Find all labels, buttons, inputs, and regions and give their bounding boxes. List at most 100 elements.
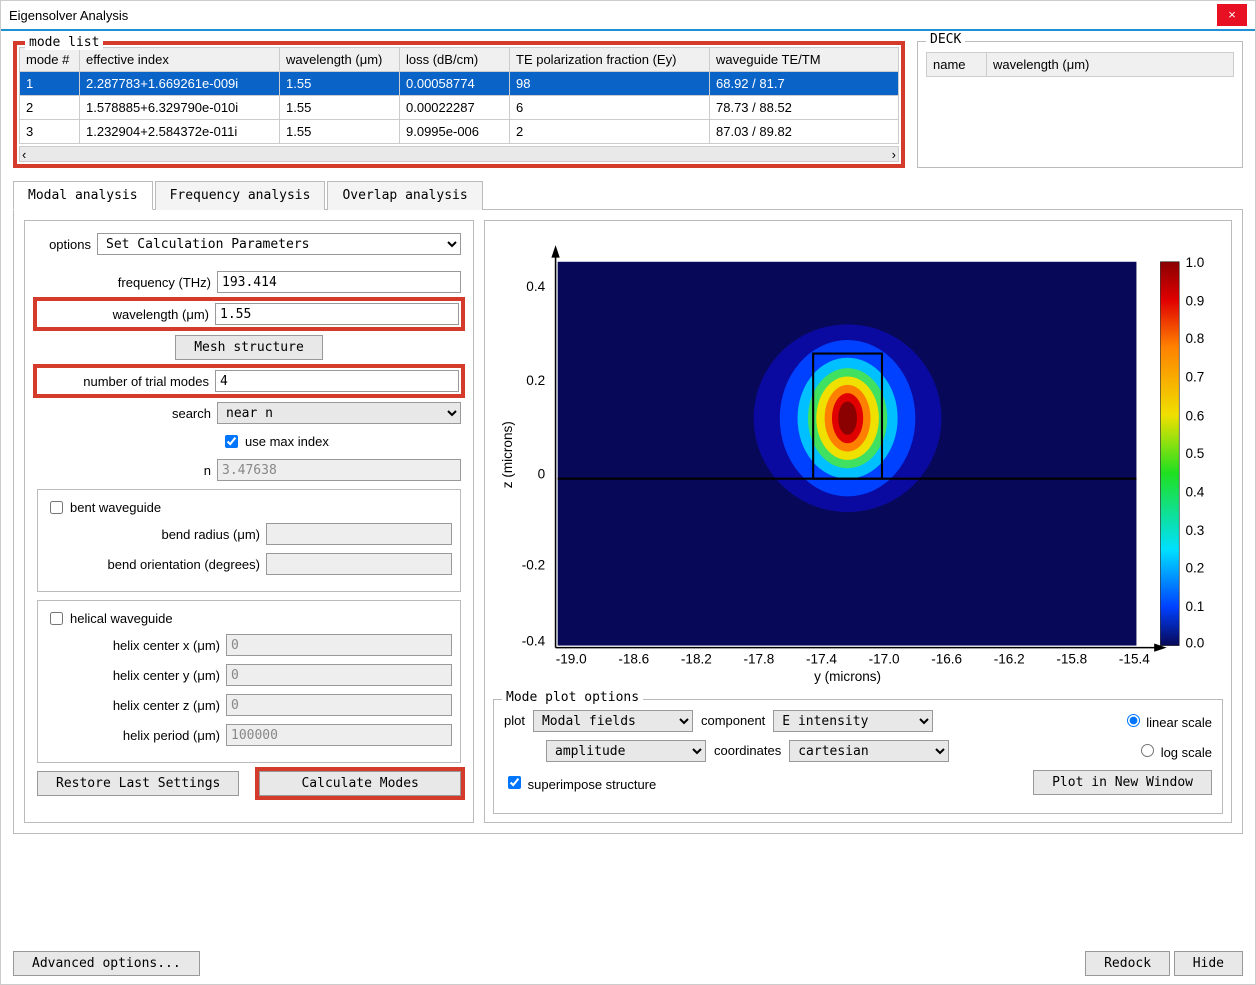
svg-text:-16.6: -16.6	[931, 651, 962, 666]
table-row[interactable]: 2 1.578885+6.329790e-010i 1.55 0.0002228…	[20, 96, 899, 120]
coordinates-label: coordinates	[714, 743, 781, 758]
n-value	[217, 459, 461, 481]
plot-panel: 0.4 0.2 0 -0.2 -0.4 -19.0 -18.6 -18.2 -1…	[484, 220, 1232, 823]
svg-text:-19.0: -19.0	[556, 651, 587, 666]
titlebar: Eigensolver Analysis ×	[1, 1, 1255, 31]
log-scale-radio[interactable]: log scale	[1136, 745, 1212, 760]
svg-text:-17.0: -17.0	[869, 651, 900, 666]
hcz-input	[226, 694, 452, 716]
wavelength-input[interactable]	[215, 303, 459, 325]
svg-text:-15.4: -15.4	[1119, 651, 1150, 666]
svg-text:-17.8: -17.8	[743, 651, 774, 666]
plot-label: plot	[504, 713, 525, 728]
bent-waveguide-label: bent waveguide	[70, 500, 161, 515]
xlabel: y (microns)	[814, 669, 881, 684]
svg-text:0.5: 0.5	[1185, 446, 1204, 461]
hcy-label: helix center y (μm)	[46, 668, 226, 683]
search-label: search	[37, 406, 217, 421]
amplitude-select[interactable]: amplitude	[546, 740, 706, 762]
svg-text:-0.4: -0.4	[522, 634, 546, 649]
window-title: Eigensolver Analysis	[9, 8, 1217, 23]
tab-overlap[interactable]: Overlap analysis	[327, 181, 482, 210]
mode-list-table[interactable]: mode # effective index wavelength (μm) l…	[19, 47, 899, 144]
col-mode[interactable]: mode #	[20, 48, 80, 72]
search-select[interactable]: near n	[217, 402, 461, 424]
mode-plot-options: Mode plot options plot Modal fields comp…	[493, 699, 1223, 814]
content-area: mode list mode # effective index wavelen…	[1, 31, 1255, 844]
h-scrollbar[interactable]: ‹›	[19, 146, 899, 162]
bend-orient-input	[266, 553, 452, 575]
wavelength-label: wavelength (μm)	[39, 307, 215, 322]
svg-text:0.2: 0.2	[526, 373, 545, 388]
plot-svg: 0.4 0.2 0 -0.2 -0.4 -19.0 -18.6 -18.2 -1…	[493, 229, 1223, 691]
frequency-label: frequency (THz)	[37, 275, 217, 290]
deck-group: DECK name wavelength (μm)	[917, 41, 1243, 168]
svg-text:0.7: 0.7	[1185, 370, 1204, 385]
svg-text:0: 0	[538, 467, 546, 482]
col-wl[interactable]: wavelength (μm)	[280, 48, 400, 72]
svg-text:0.0: 0.0	[1185, 636, 1204, 651]
linear-scale-radio[interactable]: linear scale	[1122, 715, 1212, 730]
bend-radius-label: bend radius (μm)	[46, 527, 266, 542]
table-row[interactable]: 1 2.287783+1.669261e-009i 1.55 0.0005877…	[20, 72, 899, 96]
close-icon[interactable]: ×	[1217, 4, 1247, 26]
helical-waveguide-checkbox[interactable]	[50, 612, 63, 625]
n-label: n	[37, 463, 217, 478]
svg-text:-16.2: -16.2	[994, 651, 1025, 666]
mode-list-group: mode list mode # effective index wavelen…	[13, 41, 905, 168]
svg-text:0.9: 0.9	[1185, 294, 1204, 309]
deck-col-wl[interactable]: wavelength (μm)	[987, 53, 1234, 77]
deck-table[interactable]: name wavelength (μm)	[926, 52, 1234, 77]
superimpose-checkbox[interactable]: superimpose structure	[504, 773, 656, 792]
col-eff[interactable]: effective index	[80, 48, 280, 72]
hcx-input	[226, 634, 452, 656]
calculate-modes-button[interactable]: Calculate Modes	[259, 771, 461, 796]
svg-text:1.0: 1.0	[1185, 255, 1204, 270]
eigensolver-window: Eigensolver Analysis × mode list mode # …	[0, 0, 1256, 985]
hcz-label: helix center z (μm)	[46, 698, 226, 713]
options-select[interactable]: Set Calculation Parameters	[97, 233, 461, 255]
col-te[interactable]: TE polarization fraction (Ey)	[510, 48, 710, 72]
helical-waveguide-label: helical waveguide	[70, 611, 173, 626]
svg-text:0.1: 0.1	[1185, 599, 1204, 614]
tab-modal[interactable]: Modal analysis	[13, 181, 153, 210]
use-max-index-label: use max index	[245, 434, 329, 449]
mesh-structure-button[interactable]: Mesh structure	[175, 335, 323, 360]
redock-button[interactable]: Redock	[1085, 951, 1170, 976]
bend-radius-input	[266, 523, 452, 545]
modal-form: options Set Calculation Parameters frequ…	[24, 220, 474, 823]
coordinates-select[interactable]: cartesian	[789, 740, 949, 762]
restore-settings-button[interactable]: Restore Last Settings	[37, 771, 239, 796]
frequency-input[interactable]	[217, 271, 461, 293]
col-loss[interactable]: loss (dB/cm)	[400, 48, 510, 72]
advanced-options-button[interactable]: Advanced options...	[13, 951, 200, 976]
plot-select[interactable]: Modal fields	[533, 710, 693, 732]
svg-text:0.2: 0.2	[1185, 561, 1204, 576]
col-wg[interactable]: waveguide TE/TM	[710, 48, 899, 72]
options-label: options	[37, 237, 97, 252]
plot-new-window-button[interactable]: Plot in New Window	[1033, 770, 1212, 795]
mode-field-plot: 0.4 0.2 0 -0.2 -0.4 -19.0 -18.6 -18.2 -1…	[493, 229, 1223, 691]
hperiod-label: helix period (μm)	[46, 728, 226, 743]
use-max-index-checkbox[interactable]	[225, 435, 238, 448]
svg-text:0.4: 0.4	[526, 279, 545, 294]
hcx-label: helix center x (μm)	[46, 638, 226, 653]
deck-title: DECK	[926, 32, 965, 47]
hide-button[interactable]: Hide	[1174, 951, 1243, 976]
bend-orient-label: bend orientation (degrees)	[46, 557, 266, 572]
svg-text:0.3: 0.3	[1185, 523, 1204, 538]
hperiod-input	[226, 724, 452, 746]
table-row[interactable]: 3 1.232904+2.584372e-011i 1.55 9.0995e-0…	[20, 120, 899, 144]
tab-frequency[interactable]: Frequency analysis	[155, 181, 326, 210]
bent-waveguide-checkbox[interactable]	[50, 501, 63, 514]
analysis-tabs: Modal analysis Frequency analysis Overla…	[13, 180, 1243, 210]
ylabel: z (microns)	[500, 421, 515, 488]
svg-text:0.6: 0.6	[1185, 408, 1204, 423]
footer: Advanced options... Redock Hide	[13, 951, 1243, 976]
trial-modes-input[interactable]	[215, 370, 459, 392]
component-select[interactable]: E intensity	[773, 710, 933, 732]
mode-plot-title: Mode plot options	[502, 690, 643, 705]
svg-text:-18.6: -18.6	[618, 651, 649, 666]
deck-col-name[interactable]: name	[927, 53, 987, 77]
hcy-input	[226, 664, 452, 686]
